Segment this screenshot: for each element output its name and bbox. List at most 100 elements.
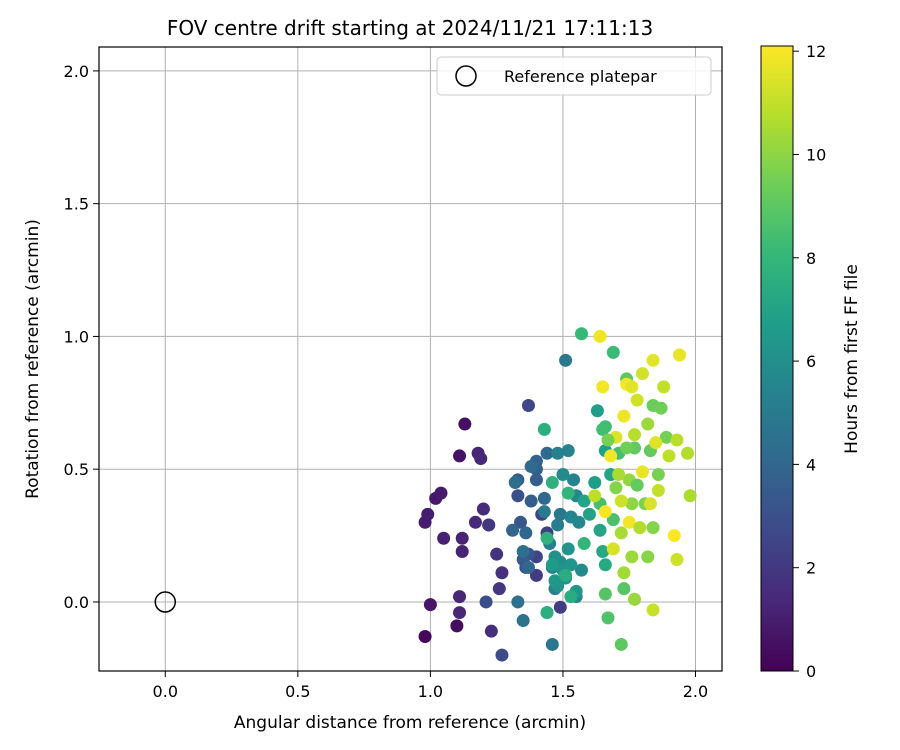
data-point: [511, 595, 525, 609]
data-point: [646, 521, 660, 535]
data-point: [506, 523, 520, 537]
y-tick-label: 0.0: [64, 593, 89, 612]
data-point: [418, 515, 432, 529]
data-point: [537, 505, 551, 519]
data-point: [649, 436, 663, 450]
data-point: [572, 515, 586, 529]
data-point: [468, 515, 482, 529]
data-point: [450, 619, 464, 633]
data-point: [484, 624, 498, 638]
data-point: [654, 401, 668, 415]
data-point: [625, 497, 639, 511]
data-point: [514, 515, 528, 529]
data-point: [567, 473, 581, 487]
data-point: [593, 523, 607, 537]
data-point: [537, 422, 551, 436]
data-point: [521, 398, 535, 412]
data-point: [453, 449, 467, 463]
data-point: [577, 537, 591, 551]
data-point: [574, 327, 588, 341]
data-point: [651, 483, 665, 497]
data-point: [598, 587, 612, 601]
data-point: [490, 547, 504, 561]
data-point: [657, 380, 671, 394]
data-point: [646, 353, 660, 367]
data-point: [511, 489, 525, 503]
data-point: [601, 433, 615, 447]
data-point: [561, 542, 575, 556]
colorbar-tick-label: 12: [806, 42, 826, 61]
data-points: [418, 327, 697, 662]
data-point: [559, 353, 573, 367]
data-point: [540, 531, 554, 545]
legend: Reference platepar: [436, 56, 712, 96]
data-point: [582, 507, 596, 521]
data-point: [561, 444, 575, 458]
data-point: [614, 637, 628, 651]
chart-title: FOV centre drift starting at 2024/11/21 …: [167, 16, 653, 40]
data-point: [593, 329, 607, 343]
data-point: [601, 611, 615, 625]
colorbar-tick-label: 4: [806, 455, 816, 474]
y-axis-label: Rotation from reference (arcmin): [23, 219, 43, 499]
data-point: [559, 568, 573, 582]
x-axis-label: Angular distance from reference (arcmin): [234, 713, 586, 733]
data-point: [479, 595, 493, 609]
data-point: [628, 428, 642, 442]
data-point: [625, 380, 639, 394]
data-point: [630, 393, 644, 407]
data-point: [519, 526, 533, 540]
data-point: [564, 558, 578, 572]
data-point: [508, 475, 522, 489]
data-point: [617, 582, 631, 596]
data-point: [651, 468, 665, 482]
data-point: [434, 486, 448, 500]
data-point: [553, 600, 567, 614]
colorbar: 0 2 4 6 8 10 12 Hours from first FF file: [760, 42, 862, 681]
data-point: [561, 486, 575, 500]
data-point: [548, 574, 562, 588]
data-point: [453, 606, 467, 620]
data-point: [670, 552, 684, 566]
legend-entry-reference-platepar: Reference platepar: [504, 67, 657, 86]
data-point: [423, 598, 437, 612]
data-point: [540, 446, 554, 460]
data-point: [529, 568, 543, 582]
data-point: [606, 345, 620, 359]
reference-platepar-marker: [154, 591, 177, 613]
data-point: [681, 446, 695, 460]
data-point: [588, 489, 602, 503]
data-point: [437, 531, 451, 545]
data-point: [524, 494, 538, 508]
colorbar-tick-label: 10: [806, 145, 826, 164]
data-point: [620, 441, 634, 455]
data-point: [641, 550, 655, 564]
data-point: [564, 590, 578, 604]
legend-frame: [436, 56, 712, 96]
x-tick-label: 1.5: [550, 682, 575, 701]
data-point: [643, 497, 657, 511]
data-point: [556, 468, 570, 482]
data-point: [495, 648, 509, 662]
y-axis-ticks: 0.0 0.5 1.0 1.5 2.0: [64, 62, 99, 612]
data-point: [495, 566, 509, 580]
data-point: [604, 449, 618, 463]
data-point: [516, 614, 530, 628]
data-point: [635, 367, 649, 381]
data-point: [474, 452, 488, 466]
colorbar-ticks: 0 2 4 6 8 10 12: [793, 42, 826, 681]
data-point: [625, 550, 639, 564]
legend-reference-marker: [455, 65, 477, 87]
y-tick-label: 2.0: [64, 62, 89, 81]
data-point: [683, 489, 697, 503]
data-point: [659, 430, 673, 444]
data-point: [418, 629, 432, 643]
data-point: [596, 545, 610, 559]
data-point: [609, 481, 623, 495]
data-point: [492, 582, 506, 596]
data-point: [622, 515, 636, 529]
data-point: [574, 563, 588, 577]
data-point: [635, 465, 649, 479]
